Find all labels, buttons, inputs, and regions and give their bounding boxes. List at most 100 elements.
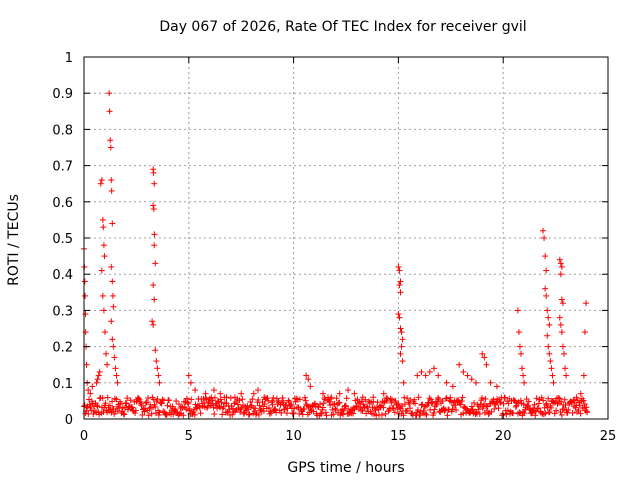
baseline-point bbox=[299, 411, 306, 418]
data-point bbox=[151, 242, 158, 249]
y-tick-label: 1 bbox=[65, 51, 73, 66]
baseline-point bbox=[350, 410, 357, 417]
baseline-point bbox=[404, 395, 411, 402]
baseline-point bbox=[211, 411, 218, 418]
data-point bbox=[540, 227, 547, 234]
baseline-point bbox=[390, 405, 397, 412]
data-point bbox=[582, 300, 589, 307]
data-point bbox=[515, 329, 522, 336]
baseline-point bbox=[571, 397, 578, 404]
baseline-point bbox=[364, 404, 371, 411]
baseline-point bbox=[455, 398, 462, 405]
baseline-point bbox=[452, 402, 459, 409]
baseline-point bbox=[227, 395, 234, 402]
baseline-point bbox=[111, 395, 118, 402]
x-tick-label: 0 bbox=[80, 429, 88, 444]
baseline-point bbox=[392, 397, 399, 404]
baseline-point bbox=[106, 402, 113, 409]
baseline-point bbox=[218, 399, 225, 406]
baseline-point bbox=[93, 402, 100, 409]
baseline-point bbox=[184, 399, 191, 406]
baseline-point bbox=[340, 407, 347, 414]
baseline-point bbox=[154, 396, 161, 403]
baseline-point bbox=[342, 402, 349, 409]
baseline-point bbox=[124, 395, 131, 402]
data-point bbox=[99, 216, 106, 223]
data-point bbox=[108, 263, 115, 270]
baseline-point bbox=[301, 406, 308, 413]
baseline-point bbox=[575, 407, 582, 414]
baseline-point bbox=[231, 400, 238, 407]
data-point bbox=[397, 325, 404, 332]
data-point bbox=[559, 343, 566, 350]
data-point bbox=[397, 350, 404, 357]
data-point bbox=[261, 394, 268, 401]
baseline-point bbox=[330, 411, 337, 418]
baseline-point bbox=[312, 400, 319, 407]
baseline-point bbox=[554, 400, 561, 407]
data-point bbox=[319, 390, 326, 397]
baseline-point bbox=[260, 408, 267, 415]
y-tick-label: 0.3 bbox=[52, 304, 73, 319]
baseline-point bbox=[83, 404, 90, 411]
baseline-point bbox=[270, 394, 277, 401]
baseline-point bbox=[549, 398, 556, 405]
baseline-point bbox=[135, 395, 142, 402]
data-point bbox=[112, 365, 119, 372]
data-point bbox=[396, 314, 403, 321]
baseline-point bbox=[540, 411, 547, 418]
baseline-point bbox=[173, 398, 180, 405]
data-point bbox=[443, 379, 450, 386]
baseline-point bbox=[526, 406, 533, 413]
baseline-point bbox=[435, 396, 442, 403]
baseline-point bbox=[558, 398, 565, 405]
data-point bbox=[516, 343, 523, 350]
data-point bbox=[398, 329, 405, 336]
baseline-point bbox=[565, 407, 572, 414]
baseline-point bbox=[283, 402, 290, 409]
baseline-point bbox=[447, 394, 454, 401]
baseline-point bbox=[249, 396, 256, 403]
baseline-point bbox=[185, 400, 192, 407]
data-point bbox=[107, 144, 114, 151]
baseline-point bbox=[170, 411, 177, 418]
data-point bbox=[472, 379, 479, 386]
data-point bbox=[584, 408, 591, 415]
baseline-point bbox=[104, 394, 111, 401]
baseline-point bbox=[378, 412, 385, 419]
data-point bbox=[100, 307, 107, 314]
baseline-point bbox=[426, 395, 433, 402]
baseline-point bbox=[216, 403, 223, 410]
baseline-point bbox=[139, 411, 146, 418]
baseline-point bbox=[341, 403, 348, 410]
baseline-point bbox=[91, 408, 98, 415]
x-tick-label: 5 bbox=[185, 429, 193, 444]
baseline-point bbox=[412, 400, 419, 407]
baseline-point bbox=[88, 407, 95, 414]
baseline-point bbox=[400, 412, 407, 419]
data-point bbox=[82, 292, 89, 299]
baseline-point bbox=[85, 410, 92, 417]
baseline-point bbox=[293, 395, 300, 402]
data-points bbox=[81, 90, 591, 419]
baseline-point bbox=[340, 411, 347, 418]
baseline-point bbox=[385, 408, 392, 415]
data-point bbox=[280, 397, 287, 404]
y-tick-label: 0.9 bbox=[52, 87, 73, 102]
data-point bbox=[550, 379, 557, 386]
baseline-point bbox=[366, 399, 373, 406]
data-point bbox=[81, 278, 88, 285]
baseline-point bbox=[217, 396, 224, 403]
data-point bbox=[479, 350, 486, 357]
data-point bbox=[544, 307, 551, 314]
data-point bbox=[487, 379, 494, 386]
baseline-point bbox=[99, 395, 106, 402]
baseline-point bbox=[145, 395, 152, 402]
baseline-point bbox=[376, 403, 383, 410]
baseline-point bbox=[129, 404, 136, 411]
data-point bbox=[558, 296, 565, 303]
data-point bbox=[562, 365, 569, 372]
y-tick-label: 0.4 bbox=[52, 268, 73, 283]
baseline-point bbox=[517, 397, 524, 404]
